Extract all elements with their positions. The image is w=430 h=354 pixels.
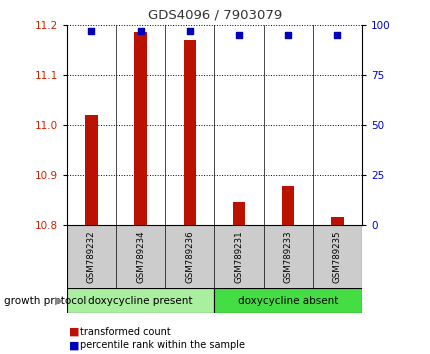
Point — [186, 28, 193, 34]
Point — [88, 28, 95, 34]
Text: GSM789236: GSM789236 — [185, 230, 194, 283]
Text: GSM789234: GSM789234 — [136, 230, 145, 283]
Point — [137, 28, 144, 34]
Text: ■: ■ — [69, 327, 79, 337]
Text: GSM789232: GSM789232 — [87, 230, 96, 283]
Bar — [85, 115, 97, 225]
Point — [284, 32, 291, 38]
Text: doxycycline absent: doxycycline absent — [237, 296, 338, 306]
Text: growth protocol: growth protocol — [4, 296, 86, 306]
Bar — [331, 217, 343, 225]
Text: doxycycline present: doxycycline present — [88, 296, 192, 306]
Bar — [214, 288, 361, 313]
Point — [333, 32, 340, 38]
Text: GSM789235: GSM789235 — [332, 230, 341, 283]
Text: GSM789233: GSM789233 — [283, 230, 292, 283]
Text: GDS4096 / 7903079: GDS4096 / 7903079 — [148, 9, 282, 22]
Bar — [281, 186, 294, 225]
Bar — [183, 40, 196, 225]
Text: ■: ■ — [69, 340, 79, 350]
Text: percentile rank within the sample: percentile rank within the sample — [80, 340, 244, 350]
Text: GSM789231: GSM789231 — [234, 230, 243, 283]
Text: transformed count: transformed count — [80, 327, 170, 337]
Bar — [134, 32, 147, 225]
Bar — [67, 288, 214, 313]
Text: ▶: ▶ — [55, 296, 63, 306]
Point — [235, 32, 242, 38]
Bar — [232, 202, 245, 225]
